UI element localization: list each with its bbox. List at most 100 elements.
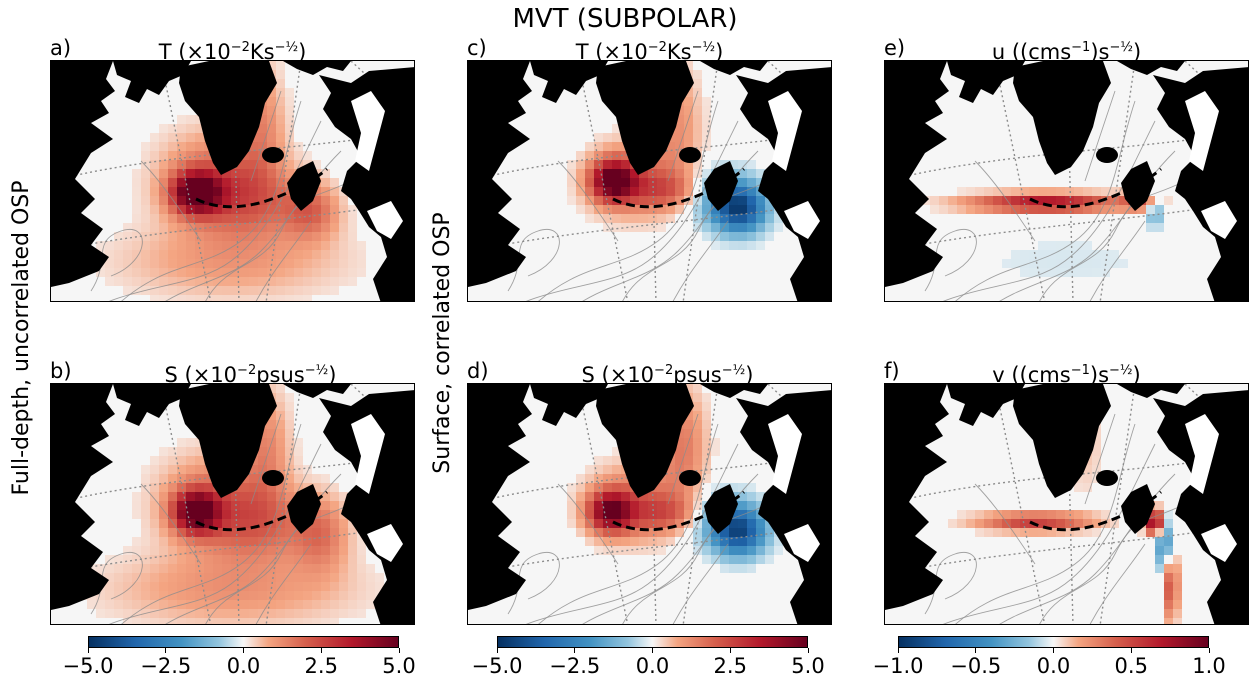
heat-cell bbox=[321, 286, 330, 295]
heat-cell bbox=[186, 286, 195, 295]
heat-cell bbox=[756, 492, 765, 501]
heat-cell bbox=[639, 537, 648, 546]
heat-cell bbox=[213, 286, 222, 295]
panel-letter-f: f) bbox=[884, 359, 900, 383]
heat-cell bbox=[675, 492, 684, 501]
heat-cell bbox=[105, 591, 114, 600]
heat-cell bbox=[285, 618, 294, 624]
land-mass bbox=[947, 384, 1025, 426]
heat-cell bbox=[1173, 609, 1182, 618]
heat-cell bbox=[756, 537, 765, 546]
heat-cell bbox=[114, 555, 123, 564]
land-mass bbox=[596, 61, 694, 175]
heat-cell bbox=[141, 591, 150, 600]
heat-cell bbox=[222, 259, 231, 268]
heat-cell bbox=[729, 160, 738, 169]
heat-cell bbox=[312, 591, 321, 600]
osnap-section-line bbox=[195, 490, 328, 532]
heat-cell bbox=[612, 510, 621, 519]
heat-cell bbox=[630, 546, 639, 555]
heat-cell bbox=[195, 178, 204, 187]
heat-cell bbox=[240, 501, 249, 510]
heat-cell bbox=[1029, 510, 1038, 519]
heat-cell bbox=[1173, 573, 1182, 582]
heat-cell bbox=[159, 600, 168, 609]
heat-cell bbox=[150, 178, 159, 187]
heat-cell bbox=[195, 600, 204, 609]
heat-cell bbox=[648, 519, 657, 528]
heat-cell bbox=[150, 546, 159, 555]
map-svg-b bbox=[51, 384, 414, 624]
heat-cell bbox=[576, 519, 585, 528]
heat-cell bbox=[684, 61, 693, 70]
heat-cell bbox=[621, 528, 630, 537]
heat-cell bbox=[186, 600, 195, 609]
heat-cell bbox=[141, 510, 150, 519]
heat-cell bbox=[141, 519, 150, 528]
heat-cell bbox=[276, 510, 285, 519]
heat-cell bbox=[213, 169, 222, 178]
heat-cell bbox=[285, 393, 294, 402]
heat-cell bbox=[594, 519, 603, 528]
heat-cell bbox=[348, 250, 357, 259]
heat-cell bbox=[150, 510, 159, 519]
heat-cell bbox=[330, 187, 339, 196]
heat-cell bbox=[258, 582, 267, 591]
heat-cell bbox=[621, 483, 630, 492]
heat-cell bbox=[123, 241, 132, 250]
heat-cell bbox=[756, 555, 765, 564]
heat-cell bbox=[150, 214, 159, 223]
land-mass bbox=[1117, 384, 1185, 398]
heat-cell bbox=[984, 187, 993, 196]
heat-cell bbox=[594, 142, 603, 151]
heat-cell bbox=[747, 564, 756, 573]
heat-cell bbox=[375, 573, 384, 582]
heat-cell bbox=[294, 250, 303, 259]
heat-cell bbox=[168, 573, 177, 582]
heat-cell bbox=[132, 591, 141, 600]
colorbar-tick-label: 0.0 bbox=[635, 654, 670, 678]
streamline bbox=[955, 100, 1136, 301]
heat-cell bbox=[276, 241, 285, 250]
heat-cell bbox=[204, 151, 213, 160]
heat-cell bbox=[357, 250, 366, 259]
heat-cell bbox=[168, 178, 177, 187]
heat-cell bbox=[603, 142, 612, 151]
heat-cell bbox=[249, 483, 258, 492]
heat-cell bbox=[267, 510, 276, 519]
heat-cell bbox=[693, 402, 702, 411]
heat-cell bbox=[975, 187, 984, 196]
heat-cell bbox=[123, 582, 132, 591]
heat-cell bbox=[576, 205, 585, 214]
heat-cell bbox=[150, 618, 159, 624]
heat-cell bbox=[366, 582, 375, 591]
heat-cell bbox=[258, 555, 267, 564]
heat-cell bbox=[285, 277, 294, 286]
heat-cell bbox=[303, 277, 312, 286]
heat-cell bbox=[348, 537, 357, 546]
heat-cell bbox=[747, 519, 756, 528]
heat-cell bbox=[123, 223, 132, 232]
heat-cell bbox=[1119, 196, 1128, 205]
heat-cell bbox=[159, 196, 168, 205]
heat-cell bbox=[711, 232, 720, 241]
heat-cell bbox=[222, 250, 231, 259]
heat-cell bbox=[213, 501, 222, 510]
heat-cell bbox=[141, 259, 150, 268]
inland-sea bbox=[1201, 524, 1237, 562]
heat-cell bbox=[639, 519, 648, 528]
heat-cell bbox=[222, 600, 231, 609]
heat-cell bbox=[756, 169, 765, 178]
heat-cell bbox=[294, 600, 303, 609]
heat-cell bbox=[720, 537, 729, 546]
heat-cell bbox=[594, 501, 603, 510]
heat-cell bbox=[249, 196, 258, 205]
heat-cell bbox=[630, 510, 639, 519]
heat-cell bbox=[1164, 528, 1173, 537]
heat-cell bbox=[585, 474, 594, 483]
heat-cell bbox=[1074, 250, 1083, 259]
heat-cell bbox=[576, 474, 585, 483]
heat-cell bbox=[168, 474, 177, 483]
heat-cell bbox=[966, 510, 975, 519]
heat-cell bbox=[141, 573, 150, 582]
